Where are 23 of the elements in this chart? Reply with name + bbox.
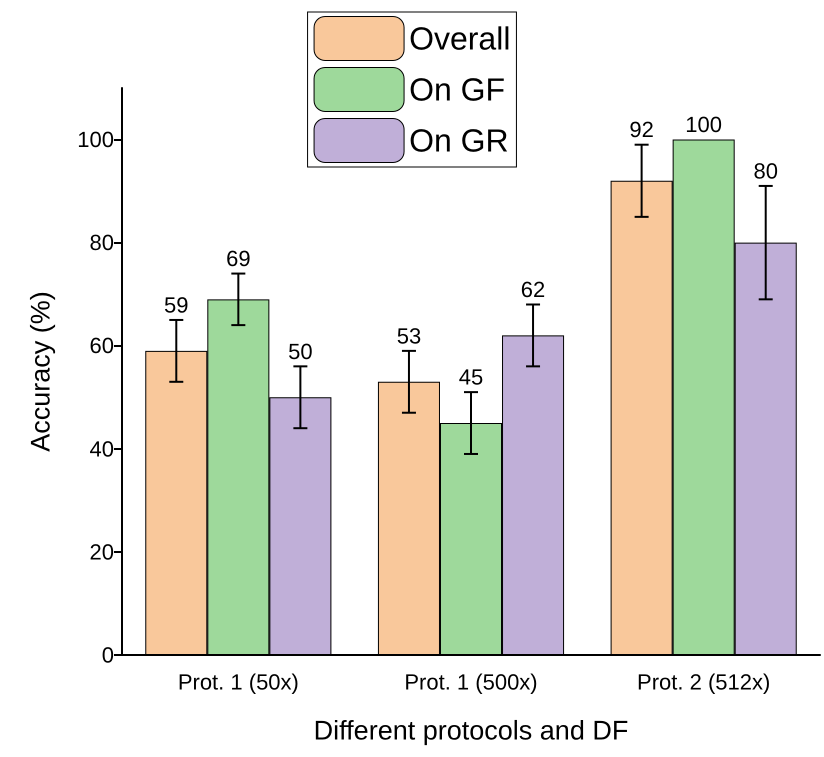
data-label: 92 <box>629 117 654 142</box>
y-tick-label: 0 <box>102 642 114 668</box>
data-label: 62 <box>520 276 546 302</box>
x-axis-title: Different protocols and DF <box>314 716 628 746</box>
y-tick-label: 40 <box>90 436 114 462</box>
data-label: 80 <box>753 158 778 184</box>
x-tick-label: Prot. 2 (512x) <box>637 670 770 694</box>
data-label: 59 <box>164 292 189 318</box>
data-label: 45 <box>458 364 484 390</box>
legend-label: On GR <box>409 122 509 158</box>
data-label: 100 <box>685 112 722 138</box>
y-axis-title: Accuracy (%) <box>26 291 56 452</box>
data-label: 69 <box>226 246 251 272</box>
y-tick-label: 20 <box>90 539 114 564</box>
data-label: 53 <box>396 323 422 348</box>
y-tick-label: 100 <box>77 127 114 152</box>
data-label: 50 <box>288 338 313 364</box>
legend-label: Overall <box>409 20 510 56</box>
x-tick-label: Prot. 1 (50x) <box>178 670 299 694</box>
y-tick-label: 60 <box>90 333 114 358</box>
legend-label: On GF <box>409 72 506 108</box>
x-tick-label: Prot. 1 (500x) <box>404 670 538 694</box>
y-tick-label: 80 <box>90 230 114 256</box>
